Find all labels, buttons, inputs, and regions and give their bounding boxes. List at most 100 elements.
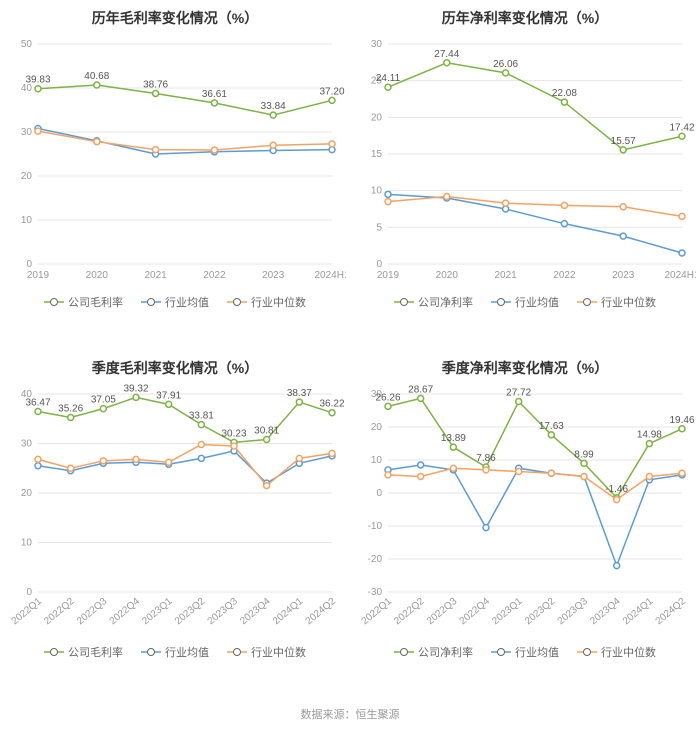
svg-text:15: 15	[371, 149, 383, 160]
svg-text:0: 0	[26, 587, 32, 598]
legend-label: 行业中位数	[601, 294, 656, 310]
legend-swatch	[491, 647, 511, 657]
svg-text:38.37: 38.37	[287, 388, 312, 399]
svg-text:2023: 2023	[612, 270, 635, 281]
svg-text:39.83: 39.83	[25, 75, 50, 86]
svg-text:2023Q2: 2023Q2	[173, 596, 208, 628]
legend-label: 公司毛利率	[68, 644, 123, 660]
svg-text:2024Q1: 2024Q1	[621, 596, 656, 628]
svg-text:2022Q2: 2022Q2	[42, 596, 77, 628]
svg-text:2020: 2020	[436, 270, 459, 281]
legend-item: 行业均值	[141, 644, 209, 660]
svg-text:2022: 2022	[203, 270, 226, 281]
legend-item: 行业中位数	[227, 294, 306, 310]
svg-text:0: 0	[376, 259, 382, 270]
legend: 公司净利率 行业均值 行业中位数	[354, 294, 696, 310]
legend-swatch	[44, 647, 64, 657]
legend-label: 行业中位数	[251, 294, 306, 310]
svg-text:27.72: 27.72	[506, 388, 531, 399]
legend-swatch	[577, 647, 597, 657]
svg-text:27.44: 27.44	[434, 49, 459, 60]
svg-text:10: 10	[21, 538, 33, 549]
svg-text:2023Q1: 2023Q1	[140, 596, 175, 628]
svg-text:13.89: 13.89	[441, 433, 466, 444]
svg-text:2022Q2: 2022Q2	[392, 596, 427, 628]
svg-text:20: 20	[371, 112, 383, 123]
svg-text:7.86: 7.86	[476, 453, 496, 464]
legend: 公司净利率行业均值行业中位数	[354, 644, 696, 660]
legend-item: 公司净利率	[394, 644, 473, 660]
svg-text:2023Q2: 2023Q2	[523, 596, 558, 628]
svg-text:37.05: 37.05	[91, 395, 116, 406]
legend-label: 行业中位数	[601, 644, 656, 660]
svg-text:2023Q1: 2023Q1	[490, 596, 525, 628]
svg-text:30: 30	[371, 39, 383, 50]
svg-text:50: 50	[21, 39, 33, 50]
svg-text:22.08: 22.08	[552, 88, 577, 99]
legend-swatch	[394, 297, 414, 307]
panel-gross-margin-quarterly: 季度毛利率变化情况（%） 0102030402022Q12022Q22022Q3…	[0, 350, 350, 700]
svg-text:5: 5	[376, 222, 382, 233]
panel-net-margin-annual: 历年净利率变化情况（%） 051015202530201920202021202…	[350, 0, 700, 350]
chart-net-margin-quarterly: -30-20-1001020302022Q12022Q22022Q32022Q4…	[354, 382, 696, 642]
svg-text:20: 20	[371, 422, 383, 433]
legend-item: 行业均值	[141, 294, 209, 310]
chart-grid: 历年毛利率变化情况（%） 010203040502019202020212022…	[0, 0, 700, 700]
svg-text:39.32: 39.32	[123, 383, 148, 394]
legend-label: 公司净利率	[418, 294, 473, 310]
legend-label: 行业均值	[165, 294, 209, 310]
svg-text:2021: 2021	[494, 270, 517, 281]
legend-item: 公司毛利率	[44, 644, 123, 660]
svg-text:40.68: 40.68	[84, 71, 109, 82]
legend-swatch	[577, 297, 597, 307]
svg-text:2022Q4: 2022Q4	[108, 596, 143, 628]
svg-text:2024Q1: 2024Q1	[271, 596, 306, 628]
svg-text:2023Q3: 2023Q3	[206, 596, 241, 628]
chart-net-margin-annual: 051015202530201920202021202220232024H124…	[354, 32, 696, 292]
chart-title: 历年毛利率变化情况（%）	[4, 8, 346, 28]
legend-swatch	[394, 647, 414, 657]
svg-text:37.91: 37.91	[156, 390, 181, 401]
legend-swatch	[227, 647, 247, 657]
svg-text:2023Q4: 2023Q4	[588, 596, 623, 628]
svg-text:38.76: 38.76	[143, 79, 168, 90]
svg-text:2022Q4: 2022Q4	[458, 596, 493, 628]
legend-swatch	[141, 647, 161, 657]
svg-text:30: 30	[21, 439, 33, 450]
svg-text:28.67: 28.67	[408, 384, 433, 395]
svg-text:30.23: 30.23	[221, 428, 246, 439]
svg-text:30.81: 30.81	[254, 425, 279, 436]
svg-text:24.11: 24.11	[376, 73, 401, 84]
legend-item: 行业均值	[491, 294, 559, 310]
svg-text:2023Q4: 2023Q4	[238, 596, 273, 628]
svg-text:2024H1: 2024H1	[664, 270, 696, 281]
legend-label: 公司毛利率	[68, 294, 123, 310]
svg-text:17.63: 17.63	[539, 421, 564, 432]
svg-text:2022Q1: 2022Q1	[10, 596, 45, 628]
svg-text:15.57: 15.57	[611, 136, 636, 147]
legend-label: 公司净利率	[418, 644, 473, 660]
chart-gross-margin-annual: 01020304050201920202021202220232024H139.…	[4, 32, 346, 292]
svg-text:0: 0	[26, 259, 32, 270]
legend-label: 行业中位数	[251, 644, 306, 660]
svg-text:2023Q3: 2023Q3	[556, 596, 591, 628]
svg-text:17.42: 17.42	[669, 122, 694, 133]
legend-item: 行业中位数	[577, 644, 656, 660]
svg-text:2024H1: 2024H1	[314, 270, 346, 281]
svg-text:36.61: 36.61	[202, 89, 227, 100]
svg-text:26.26: 26.26	[375, 392, 400, 403]
legend: 公司毛利率 行业均值 行业中位数	[4, 294, 346, 310]
svg-text:2019: 2019	[27, 270, 50, 281]
svg-text:10: 10	[371, 455, 383, 466]
legend-item: 公司净利率	[394, 294, 473, 310]
svg-text:2022: 2022	[553, 270, 576, 281]
legend-swatch	[141, 297, 161, 307]
svg-text:0: 0	[376, 488, 382, 499]
svg-text:2022Q3: 2022Q3	[425, 596, 460, 628]
svg-text:2022Q3: 2022Q3	[75, 596, 110, 628]
svg-text:2021: 2021	[144, 270, 167, 281]
svg-text:8.99: 8.99	[574, 449, 594, 460]
svg-text:26.06: 26.06	[493, 59, 518, 70]
svg-text:2024Q2: 2024Q2	[304, 596, 339, 628]
svg-text:14.98: 14.98	[637, 430, 662, 441]
